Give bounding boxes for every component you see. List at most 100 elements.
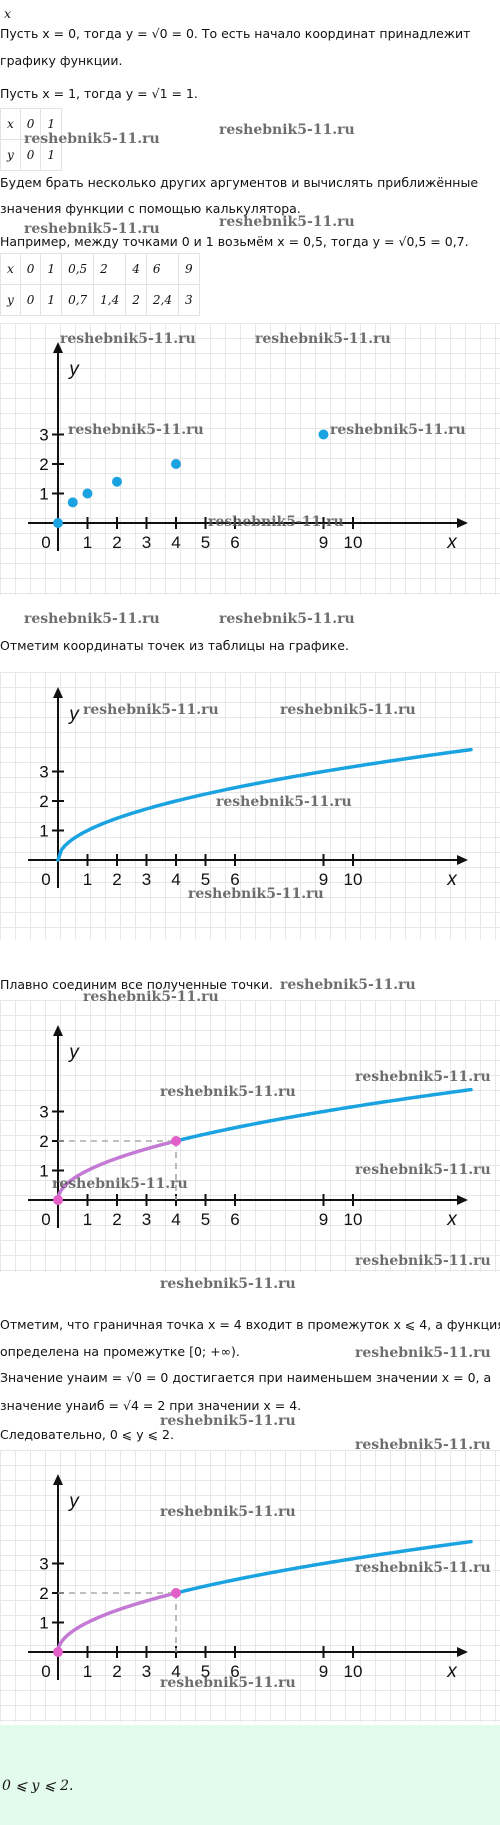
watermark: reshebnik5-11.ru: [24, 131, 160, 147]
chart-points: 0 1 2 3 4 5 6 9 10 1 2 3 x y: [28, 342, 468, 553]
origin-label: 0: [41, 1210, 50, 1229]
table-cell: x: [0, 253, 21, 285]
y-axis-arrow: [53, 342, 63, 353]
y-tick-label: 2: [39, 792, 48, 811]
y-tick-label: 2: [39, 1584, 48, 1603]
table-cell: 1: [40, 284, 63, 316]
x-axis-arrow: [457, 1195, 468, 1205]
y-tick-label: 1: [39, 822, 48, 841]
graph-grid-1: [0, 323, 500, 595]
origin-label: 0: [41, 870, 50, 889]
data-point: [82, 488, 93, 499]
watermark: reshebnik5-11.ru: [355, 1162, 491, 1178]
watermark: reshebnik5-11.ru: [355, 1560, 491, 1576]
x-tick-label: 2: [112, 870, 121, 889]
watermark: reshebnik5-11.ru: [188, 886, 324, 902]
table-cell: 6: [145, 253, 179, 285]
watermark: reshebnik5-11.ru: [52, 1176, 188, 1192]
y-tick-label: 3: [39, 763, 48, 782]
x-axis-label: x: [446, 869, 458, 890]
x-axis-label: x: [446, 1661, 458, 1682]
watermark: reshebnik5-11.ru: [219, 611, 355, 627]
watermark: reshebnik5-11.ru: [355, 1345, 491, 1361]
x-tick-label: 1: [83, 1662, 92, 1681]
para3-line-2: определена на промежутке [0; +∞).: [0, 1344, 240, 1359]
table-cell: 2: [93, 253, 127, 285]
y-tick-label: 2: [39, 455, 48, 474]
x-tick-label: 6: [230, 533, 239, 552]
x-tick-label: 9: [319, 870, 328, 889]
y-axis-label: y: [67, 704, 80, 725]
origin-label: 0: [41, 533, 50, 552]
x-tick-label: 3: [142, 870, 151, 889]
chart-curve-highlight: 0 1 2 3 4 5 6 9 10 1 2 3 x y: [28, 1025, 473, 1230]
graph-grid-2: [0, 672, 500, 940]
x-tick-label: 10: [344, 533, 363, 552]
para3-line-1: Отметим, что граничная точка x = 4 входи…: [0, 1317, 500, 1332]
sqrt-curve: [174, 1539, 473, 1595]
para3-line-3: Значение yнаим = √0 = 0 достигается при …: [0, 1370, 492, 1385]
y-tick-label: 1: [39, 1614, 48, 1633]
x-heading: x: [4, 6, 12, 21]
y-tick-label: 3: [39, 1103, 48, 1122]
table-cell: y: [0, 284, 21, 316]
para2-line-3: Например, между точками 0 и 1 возьмём x …: [0, 234, 469, 249]
x-tick-label: 4: [171, 1210, 180, 1229]
table-1: x 0 1 y 0 1: [0, 108, 63, 171]
y-axis-label: y: [67, 1491, 80, 1512]
watermark: reshebnik5-11.ru: [208, 514, 344, 530]
watermark: reshebnik5-11.ru: [255, 331, 391, 347]
watermark: reshebnik5-11.ru: [216, 794, 352, 810]
chart-curve: 0 1 2 3 4 5 6 9 10 1 2 3 x y: [28, 687, 473, 890]
x-axis-label: x: [446, 532, 458, 553]
x-tick-label: 5: [201, 533, 210, 552]
origin-label: 0: [41, 1662, 50, 1681]
table-cell: 0,7: [61, 284, 95, 316]
para3-line-4: значение yнаиб = √4 = 2 при значении x =…: [0, 1398, 302, 1413]
graph-grid-3: [0, 1000, 500, 1272]
x-tick-label: 6: [230, 1210, 239, 1229]
x-axis-arrow: [457, 855, 468, 865]
answer-box: 0 ⩽ y ⩽ 2.: [0, 1725, 500, 1825]
table-2: x 0 1 0,5 2 4 6 9 y 0 1 0,7 1,4 2 2,4 3: [0, 253, 200, 316]
x-tick-label: 10: [344, 1662, 363, 1681]
marked-point: [53, 1195, 63, 1205]
watermark: reshebnik5-11.ru: [355, 1253, 491, 1269]
x-tick-label: 4: [171, 533, 180, 552]
watermark: reshebnik5-11.ru: [219, 122, 355, 138]
x-tick-label: 6: [230, 1662, 239, 1681]
x-tick-label: 3: [142, 533, 151, 552]
y-axis-arrow: [53, 1025, 63, 1036]
chart-curve-final: 0 1 2 3 4 5 6 9 10 1 2 3 x y: [28, 1474, 473, 1682]
watermark: reshebnik5-11.ru: [68, 422, 204, 438]
table-cell: 0: [19, 139, 42, 171]
data-point: [318, 429, 329, 440]
table-cell: 3: [177, 284, 200, 316]
intro-line-1: Пусть x = 0, тогда y = √0 = 0. То есть н…: [0, 26, 471, 41]
x-tick-label: 1: [83, 533, 92, 552]
data-point: [171, 459, 181, 469]
watermark: reshebnik5-11.ru: [160, 1675, 296, 1691]
watermark: reshebnik5-11.ru: [160, 1084, 296, 1100]
sqrt-curve-highlight: [56, 1591, 178, 1654]
watermark: reshebnik5-11.ru: [60, 331, 196, 347]
y-tick-label: 3: [39, 1555, 48, 1574]
watermark: reshebnik5-11.ru: [24, 221, 160, 237]
para2-line-1: Будем брать несколько других аргументов …: [0, 175, 479, 190]
y-tick-label: 1: [39, 485, 48, 504]
watermark: reshebnik5-11.ru: [280, 977, 416, 993]
watermark: reshebnik5-11.ru: [83, 989, 219, 1005]
x-axis-arrow: [457, 1647, 468, 1657]
intro-line-3: Пусть x = 1, тогда y = √1 = 1.: [0, 86, 198, 101]
answer-text: 0 ⩽ y ⩽ 2.: [2, 1778, 74, 1794]
y-tick-label: 2: [39, 1132, 48, 1151]
y-axis-arrow: [53, 1474, 63, 1485]
sqrt-curve-highlight: [56, 1139, 178, 1202]
watermark: reshebnik5-11.ru: [160, 1504, 296, 1520]
x-tick-label: 10: [344, 870, 363, 889]
watermark: reshebnik5-11.ru: [24, 611, 160, 627]
x-tick-label: 2: [112, 533, 121, 552]
intro-line-2: графику функции.: [0, 53, 123, 68]
x-tick-label: 6: [230, 870, 239, 889]
